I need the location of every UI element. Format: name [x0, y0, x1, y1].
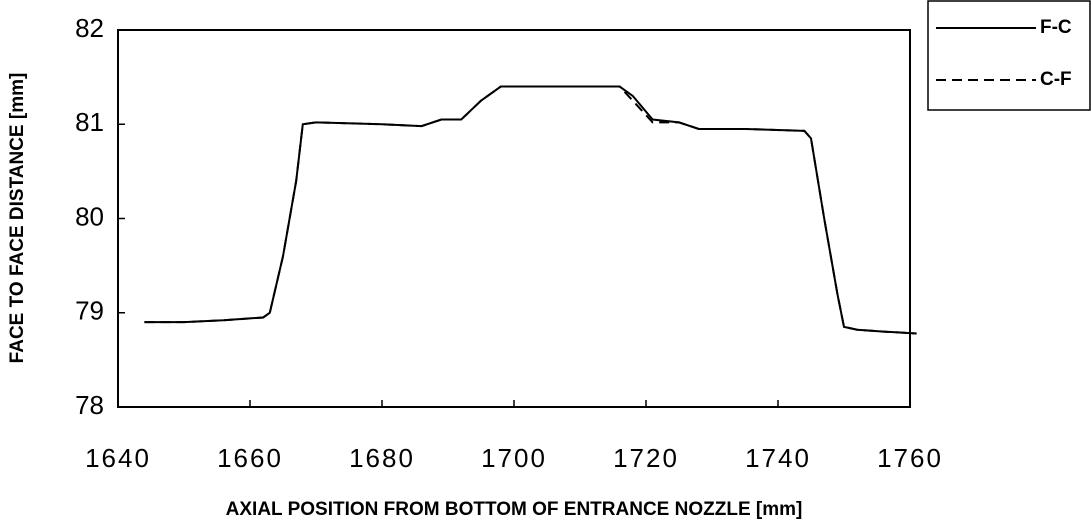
y-tick-label: 80: [75, 201, 104, 231]
y-tick-label: 79: [75, 296, 104, 326]
series-line: [144, 85, 917, 335]
x-tick-label: 1700: [481, 443, 547, 473]
x-tick-label: 1680: [349, 443, 415, 473]
x-tick-label: 1740: [745, 443, 811, 473]
x-tick-label: 1640: [85, 443, 151, 473]
legend-box: [927, 0, 1091, 111]
x-tick-label: 1760: [877, 443, 943, 473]
legend-label: C-F: [1040, 69, 1072, 90]
series-line: [144, 85, 917, 335]
y-tick-label: 78: [75, 390, 104, 420]
x-tick-label: 1660: [217, 443, 283, 473]
legend-label: F-C: [1040, 17, 1072, 38]
x-tick-label: 1720: [613, 443, 679, 473]
y-tick-label: 82: [75, 13, 104, 43]
y-tick-label: 81: [75, 107, 104, 137]
x-axis-label: AXIAL POSITION FROM BOTTOM OF ENTRANCE N…: [226, 499, 803, 520]
y-axis-label: FACE TO FACE DISTANCE [mm]: [7, 73, 28, 364]
